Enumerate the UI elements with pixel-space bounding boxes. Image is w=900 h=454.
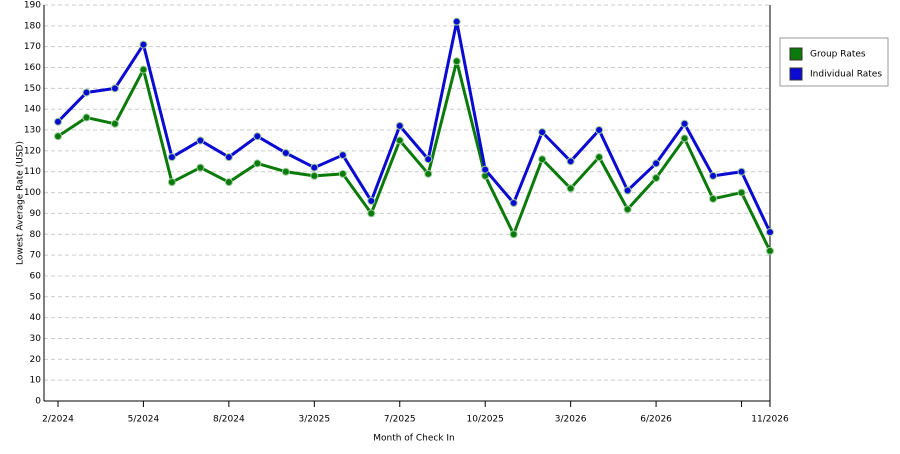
point: [424, 169, 433, 178]
y-tick-label: 110: [24, 167, 41, 177]
point: [538, 128, 547, 137]
y-tick-label: 0: [35, 397, 41, 407]
x-tick-label: 7/2025: [384, 415, 416, 425]
point: [623, 205, 632, 214]
y-tick-label: 20: [30, 355, 42, 365]
point: [367, 196, 376, 205]
y-axis-label: Lowest Average Rate (USD): [16, 141, 26, 265]
legend-label: Group Rates: [810, 50, 866, 60]
point: [338, 169, 347, 178]
x-tick-label: 2/2024: [42, 415, 74, 425]
point: [338, 151, 347, 160]
x-tick-label: 8/2024: [213, 415, 245, 425]
x-tick-label: 3/2025: [298, 415, 330, 425]
point: [54, 117, 62, 126]
y-tick-label: 180: [24, 21, 41, 31]
point: [395, 121, 404, 130]
point: [110, 119, 119, 128]
y-tick-label: 90: [30, 209, 42, 219]
point: [54, 132, 62, 141]
point: [310, 163, 319, 172]
point: [709, 194, 718, 203]
y-tick-label: 30: [30, 334, 42, 344]
point: [509, 230, 518, 239]
x-tick-label: 3/2026: [555, 415, 587, 425]
y-tick-label: 60: [30, 271, 42, 281]
y-tick-label: 100: [24, 188, 41, 198]
point: [652, 159, 661, 168]
point: [424, 155, 433, 164]
point: [82, 113, 91, 122]
point: [452, 17, 461, 26]
point: [737, 167, 746, 176]
y-tick-label: 130: [24, 126, 41, 136]
y-tick-label: 160: [24, 63, 41, 73]
point: [253, 159, 262, 168]
x-tick-label: 10/2025: [467, 415, 504, 425]
point: [680, 134, 689, 143]
point: [139, 65, 148, 74]
point: [310, 171, 319, 180]
point: [680, 119, 689, 128]
legend-swatch: [789, 67, 803, 81]
point: [82, 88, 91, 97]
y-tick-label: 150: [24, 84, 41, 94]
y-tick-label: 140: [24, 105, 41, 115]
point: [509, 199, 518, 207]
point: [538, 155, 547, 164]
y-tick-label: 80: [30, 230, 42, 240]
point: [167, 153, 176, 162]
x-tick-label: 11/2026: [751, 415, 789, 425]
point: [224, 178, 233, 187]
point: [452, 57, 461, 66]
point: [595, 126, 604, 135]
series-line: [56, 20, 772, 233]
x-axis-label: Month of Check In: [373, 434, 455, 444]
series-line: [57, 59, 772, 252]
x-tick-label: 6/2026: [640, 415, 672, 425]
point: [281, 167, 290, 176]
y-tick-label: 10: [30, 376, 42, 386]
point: [766, 228, 774, 237]
y-tick-label: 190: [24, 1, 41, 11]
point: [139, 40, 148, 49]
point: [623, 186, 632, 195]
y-tick-label: 40: [30, 313, 42, 323]
point: [566, 157, 575, 166]
point: [566, 184, 575, 193]
x-tick-label: 5/2024: [128, 415, 160, 425]
point: [224, 153, 233, 162]
point: [709, 171, 718, 180]
point: [253, 132, 262, 141]
point: [367, 209, 376, 218]
point: [395, 136, 404, 145]
point: [737, 188, 746, 197]
point: [196, 163, 205, 172]
y-tick-label: 170: [24, 42, 41, 52]
point: [167, 178, 176, 187]
point: [110, 84, 119, 93]
point: [595, 153, 604, 162]
point: [281, 148, 290, 157]
y-tick-label: 120: [24, 146, 41, 156]
point: [196, 136, 205, 145]
point: [481, 165, 490, 174]
y-tick-label: 50: [30, 292, 42, 302]
y-tick-label: 70: [30, 251, 42, 261]
legend-label: Individual Rates: [810, 70, 882, 80]
legend-swatch: [789, 47, 803, 61]
point: [652, 173, 661, 182]
point: [766, 246, 774, 255]
